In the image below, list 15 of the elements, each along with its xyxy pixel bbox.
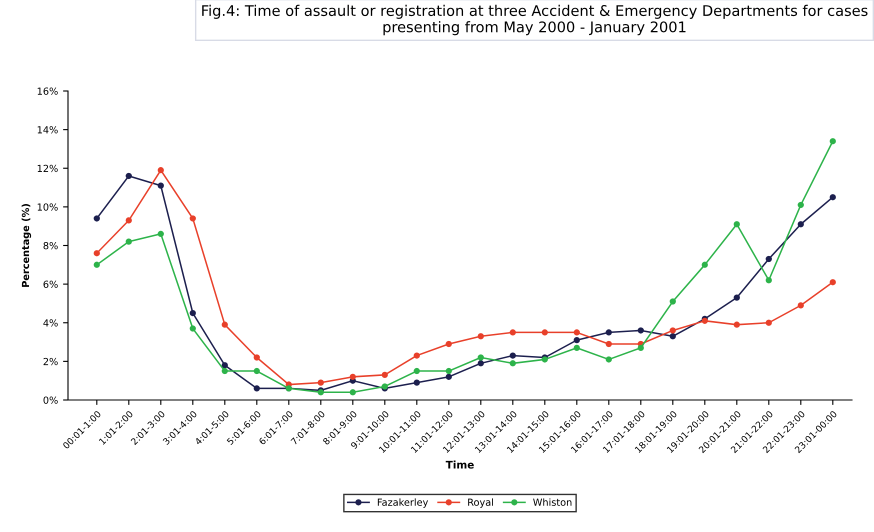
x-axis-title: Time — [446, 460, 474, 469]
y-tick-label: 0% — [43, 396, 58, 404]
y-tick-label: 12% — [38, 164, 58, 172]
y-tick-label: 4% — [43, 319, 58, 327]
y-tick-label: 8% — [44, 242, 58, 250]
y-axis-title: Percentage (%) — [22, 204, 32, 287]
y-tick-label: 14% — [38, 126, 58, 134]
y-tick-label: 10% — [38, 203, 58, 211]
legend-label: Royal — [468, 498, 493, 508]
y-tick-label: 16% — [38, 87, 58, 95]
legend-label: Fazakerley — [378, 498, 428, 508]
chart-title: Fig.4: Time of assault or registration at three Accident & Emergency Departments for cases presenting from May 2000 - January 2001 — [202, 4, 868, 36]
legend-label: Whiston — [533, 498, 572, 506]
y-tick-label: 6% — [44, 280, 58, 288]
y-tick-label: 2% — [44, 358, 58, 366]
